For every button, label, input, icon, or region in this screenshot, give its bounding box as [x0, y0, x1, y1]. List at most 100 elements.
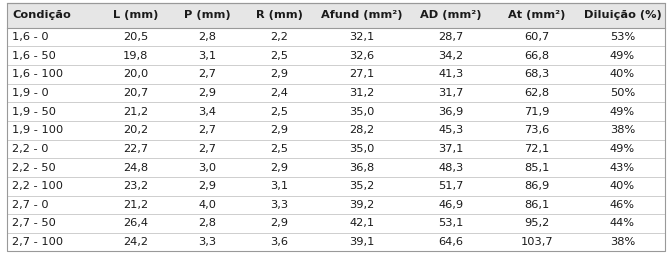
Text: 1,9 - 50: 1,9 - 50 [12, 107, 56, 117]
Text: Diluição (%): Diluição (%) [583, 10, 661, 20]
Text: 36,9: 36,9 [438, 107, 464, 117]
Text: 2,2 - 100: 2,2 - 100 [12, 181, 63, 191]
Text: 95,2: 95,2 [524, 218, 549, 229]
Text: 86,9: 86,9 [524, 181, 549, 191]
Text: 20,7: 20,7 [123, 88, 148, 98]
Text: 32,1: 32,1 [349, 32, 374, 42]
Text: 85,1: 85,1 [524, 163, 549, 172]
Text: 28,7: 28,7 [438, 32, 464, 42]
Text: 2,9: 2,9 [270, 163, 288, 172]
Bar [7, 3, 665, 28]
Text: 1,9 - 0: 1,9 - 0 [12, 88, 49, 98]
Text: 71,9: 71,9 [524, 107, 549, 117]
Text: 2,7 - 0: 2,7 - 0 [12, 200, 49, 210]
Text: 40%: 40% [610, 181, 635, 191]
Text: 40%: 40% [610, 69, 635, 79]
Text: 23,2: 23,2 [123, 181, 148, 191]
Text: 49%: 49% [610, 51, 635, 61]
Text: 3,1: 3,1 [198, 51, 216, 61]
Text: 50%: 50% [610, 88, 635, 98]
Text: 46,9: 46,9 [438, 200, 464, 210]
Text: 20,2: 20,2 [123, 125, 148, 135]
Text: 68,3: 68,3 [524, 69, 549, 79]
Text: 26,4: 26,4 [123, 218, 148, 229]
Text: 38%: 38% [610, 237, 635, 247]
Text: 35,0: 35,0 [349, 107, 374, 117]
Text: 20,0: 20,0 [123, 69, 148, 79]
Text: 3,0: 3,0 [198, 163, 216, 172]
Text: 2,8: 2,8 [198, 218, 216, 229]
Text: 19,8: 19,8 [123, 51, 148, 61]
Text: 21,2: 21,2 [123, 200, 148, 210]
Text: 32,6: 32,6 [349, 51, 374, 61]
Text: 37,1: 37,1 [438, 144, 464, 154]
Text: 31,2: 31,2 [349, 88, 374, 98]
Text: 2,4: 2,4 [270, 88, 288, 98]
Text: 3,1: 3,1 [270, 181, 288, 191]
Text: 36,8: 36,8 [349, 163, 374, 172]
Text: 60,7: 60,7 [524, 32, 549, 42]
Text: 2,2 - 50: 2,2 - 50 [12, 163, 56, 172]
Text: 3,3: 3,3 [270, 200, 288, 210]
Text: 2,9: 2,9 [270, 218, 288, 229]
Text: L (mm): L (mm) [113, 10, 158, 20]
Text: 2,7: 2,7 [198, 144, 216, 154]
Text: 44%: 44% [610, 218, 635, 229]
Text: 39,2: 39,2 [349, 200, 374, 210]
Text: 35,0: 35,0 [349, 144, 374, 154]
Text: 22,7: 22,7 [123, 144, 148, 154]
Text: 1,6 - 100: 1,6 - 100 [12, 69, 63, 79]
Text: At (mm²): At (mm²) [508, 10, 565, 20]
Text: 2,9: 2,9 [270, 69, 288, 79]
Text: 2,5: 2,5 [270, 107, 288, 117]
Text: 103,7: 103,7 [520, 237, 553, 247]
Text: 2,7 - 100: 2,7 - 100 [12, 237, 63, 247]
Text: 3,6: 3,6 [270, 237, 288, 247]
Text: 24,8: 24,8 [123, 163, 148, 172]
Text: 31,7: 31,7 [438, 88, 464, 98]
Text: 53,1: 53,1 [438, 218, 464, 229]
Text: 62,8: 62,8 [524, 88, 549, 98]
Text: P (mm): P (mm) [184, 10, 230, 20]
Text: 4,0: 4,0 [198, 200, 216, 210]
Text: 43%: 43% [610, 163, 635, 172]
Text: 72,1: 72,1 [524, 144, 549, 154]
Text: 1,6 - 50: 1,6 - 50 [12, 51, 56, 61]
Text: Condição: Condição [12, 10, 71, 20]
Text: 2,5: 2,5 [270, 144, 288, 154]
Text: 2,5: 2,5 [270, 51, 288, 61]
Text: 21,2: 21,2 [123, 107, 148, 117]
Text: 35,2: 35,2 [349, 181, 374, 191]
Text: 3,4: 3,4 [198, 107, 216, 117]
Text: 2,9: 2,9 [198, 88, 216, 98]
Text: Afund (mm²): Afund (mm²) [321, 10, 403, 20]
Text: 42,1: 42,1 [349, 218, 374, 229]
Text: 28,2: 28,2 [349, 125, 374, 135]
Text: 1,9 - 100: 1,9 - 100 [12, 125, 63, 135]
Text: 27,1: 27,1 [349, 69, 374, 79]
Text: 41,3: 41,3 [438, 69, 464, 79]
Text: 34,2: 34,2 [438, 51, 464, 61]
Text: 39,1: 39,1 [349, 237, 374, 247]
Text: 73,6: 73,6 [524, 125, 549, 135]
Text: 64,6: 64,6 [438, 237, 464, 247]
Text: 38%: 38% [610, 125, 635, 135]
Text: 2,9: 2,9 [198, 181, 216, 191]
Text: 2,2: 2,2 [270, 32, 288, 42]
Text: 66,8: 66,8 [524, 51, 549, 61]
Text: 2,7: 2,7 [198, 69, 216, 79]
Text: 49%: 49% [610, 107, 635, 117]
Text: 24,2: 24,2 [123, 237, 148, 247]
Text: 3,3: 3,3 [198, 237, 216, 247]
Text: 45,3: 45,3 [438, 125, 464, 135]
Text: 51,7: 51,7 [438, 181, 464, 191]
Text: AD (mm²): AD (mm²) [420, 10, 482, 20]
Text: 1,6 - 0: 1,6 - 0 [12, 32, 49, 42]
Text: R (mm): R (mm) [256, 10, 303, 20]
Text: 2,9: 2,9 [270, 125, 288, 135]
Text: 2,7 - 50: 2,7 - 50 [12, 218, 56, 229]
Text: 2,2 - 0: 2,2 - 0 [12, 144, 48, 154]
Text: 2,8: 2,8 [198, 32, 216, 42]
Text: 20,5: 20,5 [123, 32, 148, 42]
Text: 49%: 49% [610, 144, 635, 154]
